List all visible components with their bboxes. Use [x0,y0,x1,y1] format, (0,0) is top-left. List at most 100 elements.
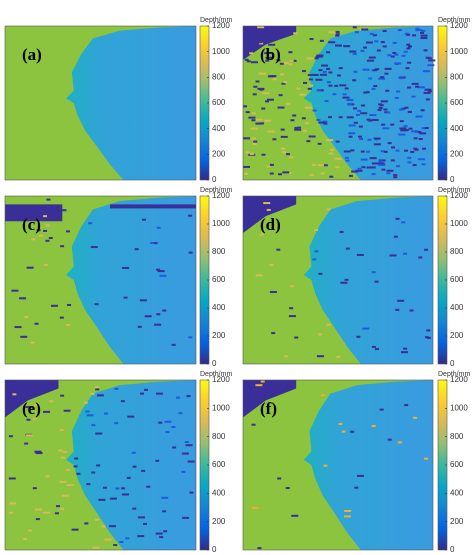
noise-pixel [255,274,263,277]
noise-pixel [309,84,314,87]
noise-pixel [356,474,364,477]
colorbar-tick-label: 0 [212,359,217,368]
noise-pixel [65,230,70,233]
noise-pixel [348,132,356,135]
noise-pixel [176,396,181,399]
noise-pixel [376,49,381,52]
noise-pixel [384,72,389,75]
colorbar-tick-label: 1000 [450,47,468,56]
colorbar-tick-label: 600 [212,460,226,469]
noise-pixel [407,110,412,113]
noise-pixel [290,285,295,288]
noise-pixel [383,108,388,111]
noise-pixel [86,483,91,486]
noise-pixel [360,49,365,52]
noise-pixel [84,522,89,525]
noise-pixel [27,529,32,532]
noise-pixel [394,62,402,65]
noise-pixel [104,538,112,541]
noise-pixel [404,404,409,407]
noise-pixel [37,384,42,387]
noise-pixel [255,122,263,125]
noise-pixel [25,406,33,409]
colorbar-tick-label: 600 [212,98,226,107]
noise-pixel [381,123,386,126]
noise-pixel [374,280,379,283]
noise-pixel [387,438,392,441]
noise-pixel [95,388,100,391]
noise-pixel [288,51,293,54]
noise-pixel [360,104,365,107]
noise-pixel [8,477,16,480]
noise-pixel [368,77,373,80]
noise-pixel [345,159,350,162]
noise-pixel [290,119,295,122]
noise-pixel [114,387,119,390]
noise-pixel [343,515,351,518]
noise-pixel [246,60,251,63]
noise-pixel [141,469,146,472]
noise-pixel [362,68,370,71]
noise-pixel [369,32,374,35]
noise-pixel [362,327,370,330]
noise-pixel [132,465,137,468]
map-frame [4,25,197,181]
colorbar-tick-label: 200 [450,517,464,526]
noise-pixel [188,336,193,339]
colorbar-title: Depth/mm [200,371,232,378]
noise-pixel [335,140,340,143]
noise-pixel [188,251,193,254]
noise-pixel [412,416,417,419]
noise-pixel [415,27,420,30]
noise-pixel [251,112,256,115]
noise-pixel [424,457,429,460]
noise-pixel [48,237,53,240]
noise-pixel [289,307,294,310]
noise-pixel [380,150,385,153]
noise-pixel [86,414,94,417]
noise-pixel [59,429,64,432]
noise-pixel [387,54,392,57]
noise-pixel [269,290,277,293]
noise-pixel [405,67,410,70]
noise-pixel [154,323,162,326]
noise-pixel [421,163,426,166]
noise-pixel [307,74,312,77]
noise-pixel [292,114,297,117]
colorbar-tick-label: 1200 [212,21,230,30]
noise-pixel [404,106,409,109]
noise-pixel [265,59,270,62]
noise-pixel [279,73,284,76]
noise-pixel [397,299,405,302]
map-frame [4,379,197,551]
noise-pixel [380,41,385,44]
noise-pixel [399,127,407,130]
noise-pixel [345,247,350,250]
noise-pixel [378,106,383,109]
noise-pixel [91,424,96,427]
noise-pixel [123,296,128,299]
noise-pixel [415,29,423,32]
noise-pixel [371,87,376,90]
noise-pixel [162,309,167,312]
noise-pixel [318,121,326,124]
noise-pixel [318,69,323,72]
noise-pixel [396,165,401,168]
noise-pixel [45,224,50,227]
noise-pixel [371,425,376,428]
noise-pixel [43,215,48,218]
noise-pixel [281,62,289,65]
noise-pixel [172,446,177,449]
noise-pixel [264,119,272,122]
noise-pixel [417,158,425,161]
noise-pixel [34,403,39,406]
noise-pixel [371,119,379,122]
noise-pixel [271,332,276,335]
colorbar-tick-label: 1000 [450,219,468,228]
noise-pixel [42,229,47,232]
noise-pixel [316,118,321,121]
noise-pixel [288,63,293,66]
noise-pixel [369,114,377,117]
noise-pixel [281,82,286,85]
noise-pixel [341,430,346,433]
